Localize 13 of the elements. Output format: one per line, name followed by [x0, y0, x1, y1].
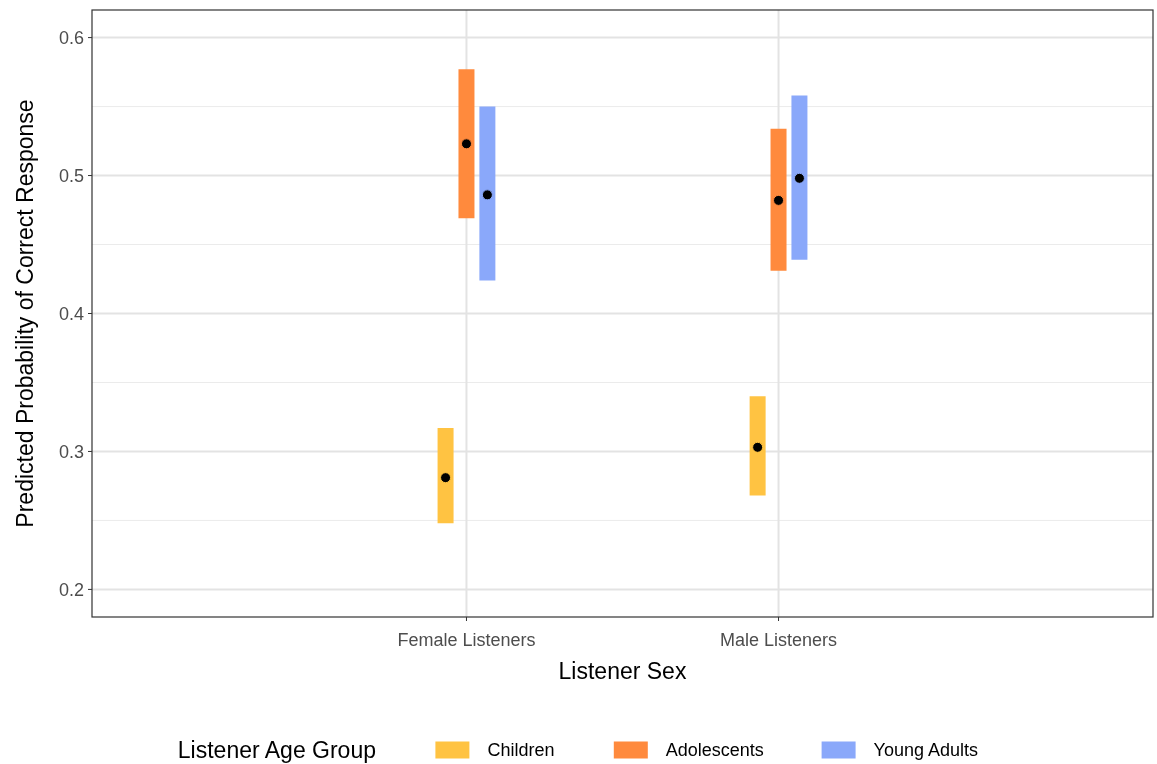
y-tick-label: 0.5	[58, 165, 84, 186]
y-axis-title: Predicted Probability of Correct Response	[12, 99, 38, 528]
y-tick-label: 0.2	[58, 579, 84, 600]
y-tick-label: 0.6	[58, 27, 84, 48]
y-tick-label: 0.4	[58, 303, 84, 324]
legend-label: Young Adults	[873, 740, 979, 761]
x-tick-label: Male Listeners	[720, 630, 838, 650]
x-tick-label: Female Listeners	[397, 630, 536, 650]
legend-label: Adolescents	[665, 740, 764, 761]
x-axis-title: Listener Sex	[558, 658, 687, 684]
legend-label: Children	[487, 740, 555, 761]
legend-title: Listener Age Group	[177, 737, 376, 764]
y-tick-label: 0.3	[58, 441, 84, 462]
